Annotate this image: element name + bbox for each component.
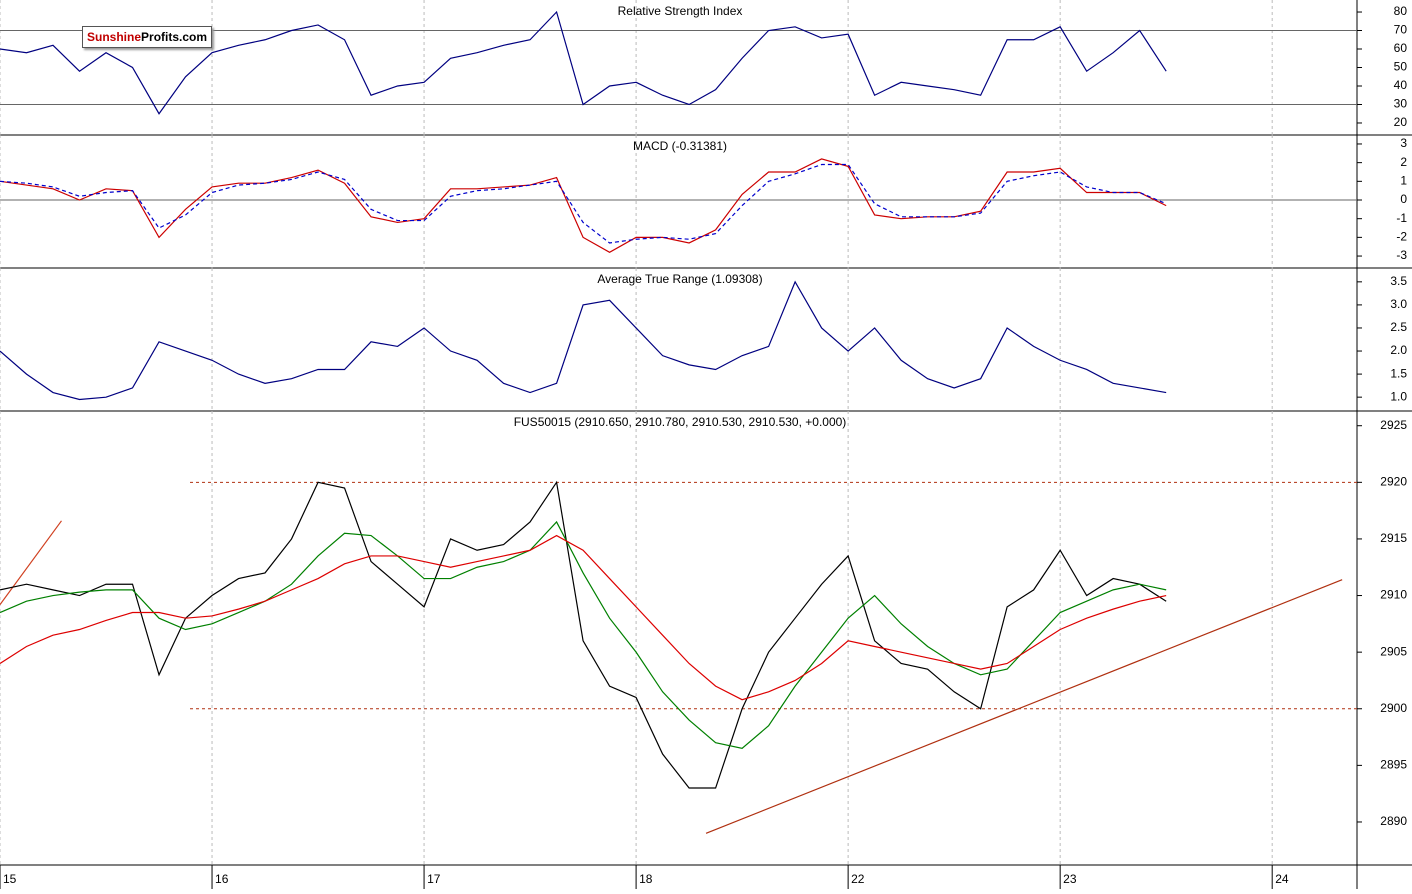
logo: SunshineProfits.com — [82, 26, 213, 48]
logo-part: Sunshine — [87, 30, 142, 44]
panel-title: Relative Strength Index — [618, 4, 743, 18]
y-tick-label: 2920 — [1380, 474, 1407, 488]
x-tick-label: 23 — [1063, 872, 1077, 886]
y-tick-label: -3 — [1396, 248, 1407, 262]
y-tick-label: 0 — [1400, 192, 1407, 206]
y-tick-label: 2895 — [1380, 758, 1407, 772]
y-tick-label: 20 — [1394, 115, 1408, 129]
y-tick-label: 3.0 — [1390, 297, 1407, 311]
y-tick-label: 2905 — [1380, 644, 1407, 658]
y-tick-label: 2900 — [1380, 701, 1407, 715]
x-tick-label: 24 — [1275, 872, 1289, 886]
series-line — [0, 480, 1167, 789]
y-tick-label: -2 — [1396, 230, 1407, 244]
series-line — [0, 534, 1167, 701]
x-tick-label: 18 — [639, 872, 653, 886]
y-tick-label: 2915 — [1380, 531, 1407, 545]
y-tick-label: 70 — [1394, 23, 1408, 37]
series-line — [0, 520, 1167, 750]
y-tick-label: 30 — [1394, 97, 1408, 111]
logo-part: Profits.com — [141, 30, 208, 44]
y-tick-label: 2890 — [1380, 814, 1407, 828]
series-line — [0, 10, 1167, 115]
y-tick-label: 2.5 — [1390, 320, 1407, 334]
y-tick-label: 60 — [1394, 41, 1408, 55]
y-tick-label: 1 — [1400, 173, 1407, 187]
x-tick-label: 15 — [3, 872, 17, 886]
series-line — [0, 158, 1167, 253]
trend-line — [705, 579, 1343, 834]
y-tick-label: 3 — [1400, 136, 1407, 150]
x-tick-label: 16 — [215, 872, 229, 886]
panel-title: MACD (-0.31381) — [633, 139, 727, 153]
y-tick-label: 1.0 — [1390, 389, 1407, 403]
y-tick-label: 2.0 — [1390, 343, 1407, 357]
y-tick-label: 50 — [1394, 60, 1408, 74]
x-tick-label: 17 — [427, 872, 441, 886]
panel-title: FUS50015 (2910.650, 2910.780, 2910.530, … — [514, 415, 847, 429]
y-tick-label: 40 — [1394, 78, 1408, 92]
y-tick-label: 2925 — [1380, 418, 1407, 432]
x-tick-label: 22 — [851, 872, 865, 886]
y-tick-label: -1 — [1396, 211, 1407, 225]
y-tick-label: 80 — [1394, 4, 1408, 18]
trend-line — [0, 520, 62, 605]
series-line — [0, 280, 1167, 401]
y-tick-label: 2 — [1400, 155, 1407, 169]
y-tick-label: 2910 — [1380, 588, 1407, 602]
series-line — [0, 163, 1167, 244]
y-tick-label: 1.5 — [1390, 366, 1407, 380]
panel-title: Average True Range (1.09308) — [597, 272, 762, 286]
y-tick-label: 3.5 — [1390, 274, 1407, 288]
